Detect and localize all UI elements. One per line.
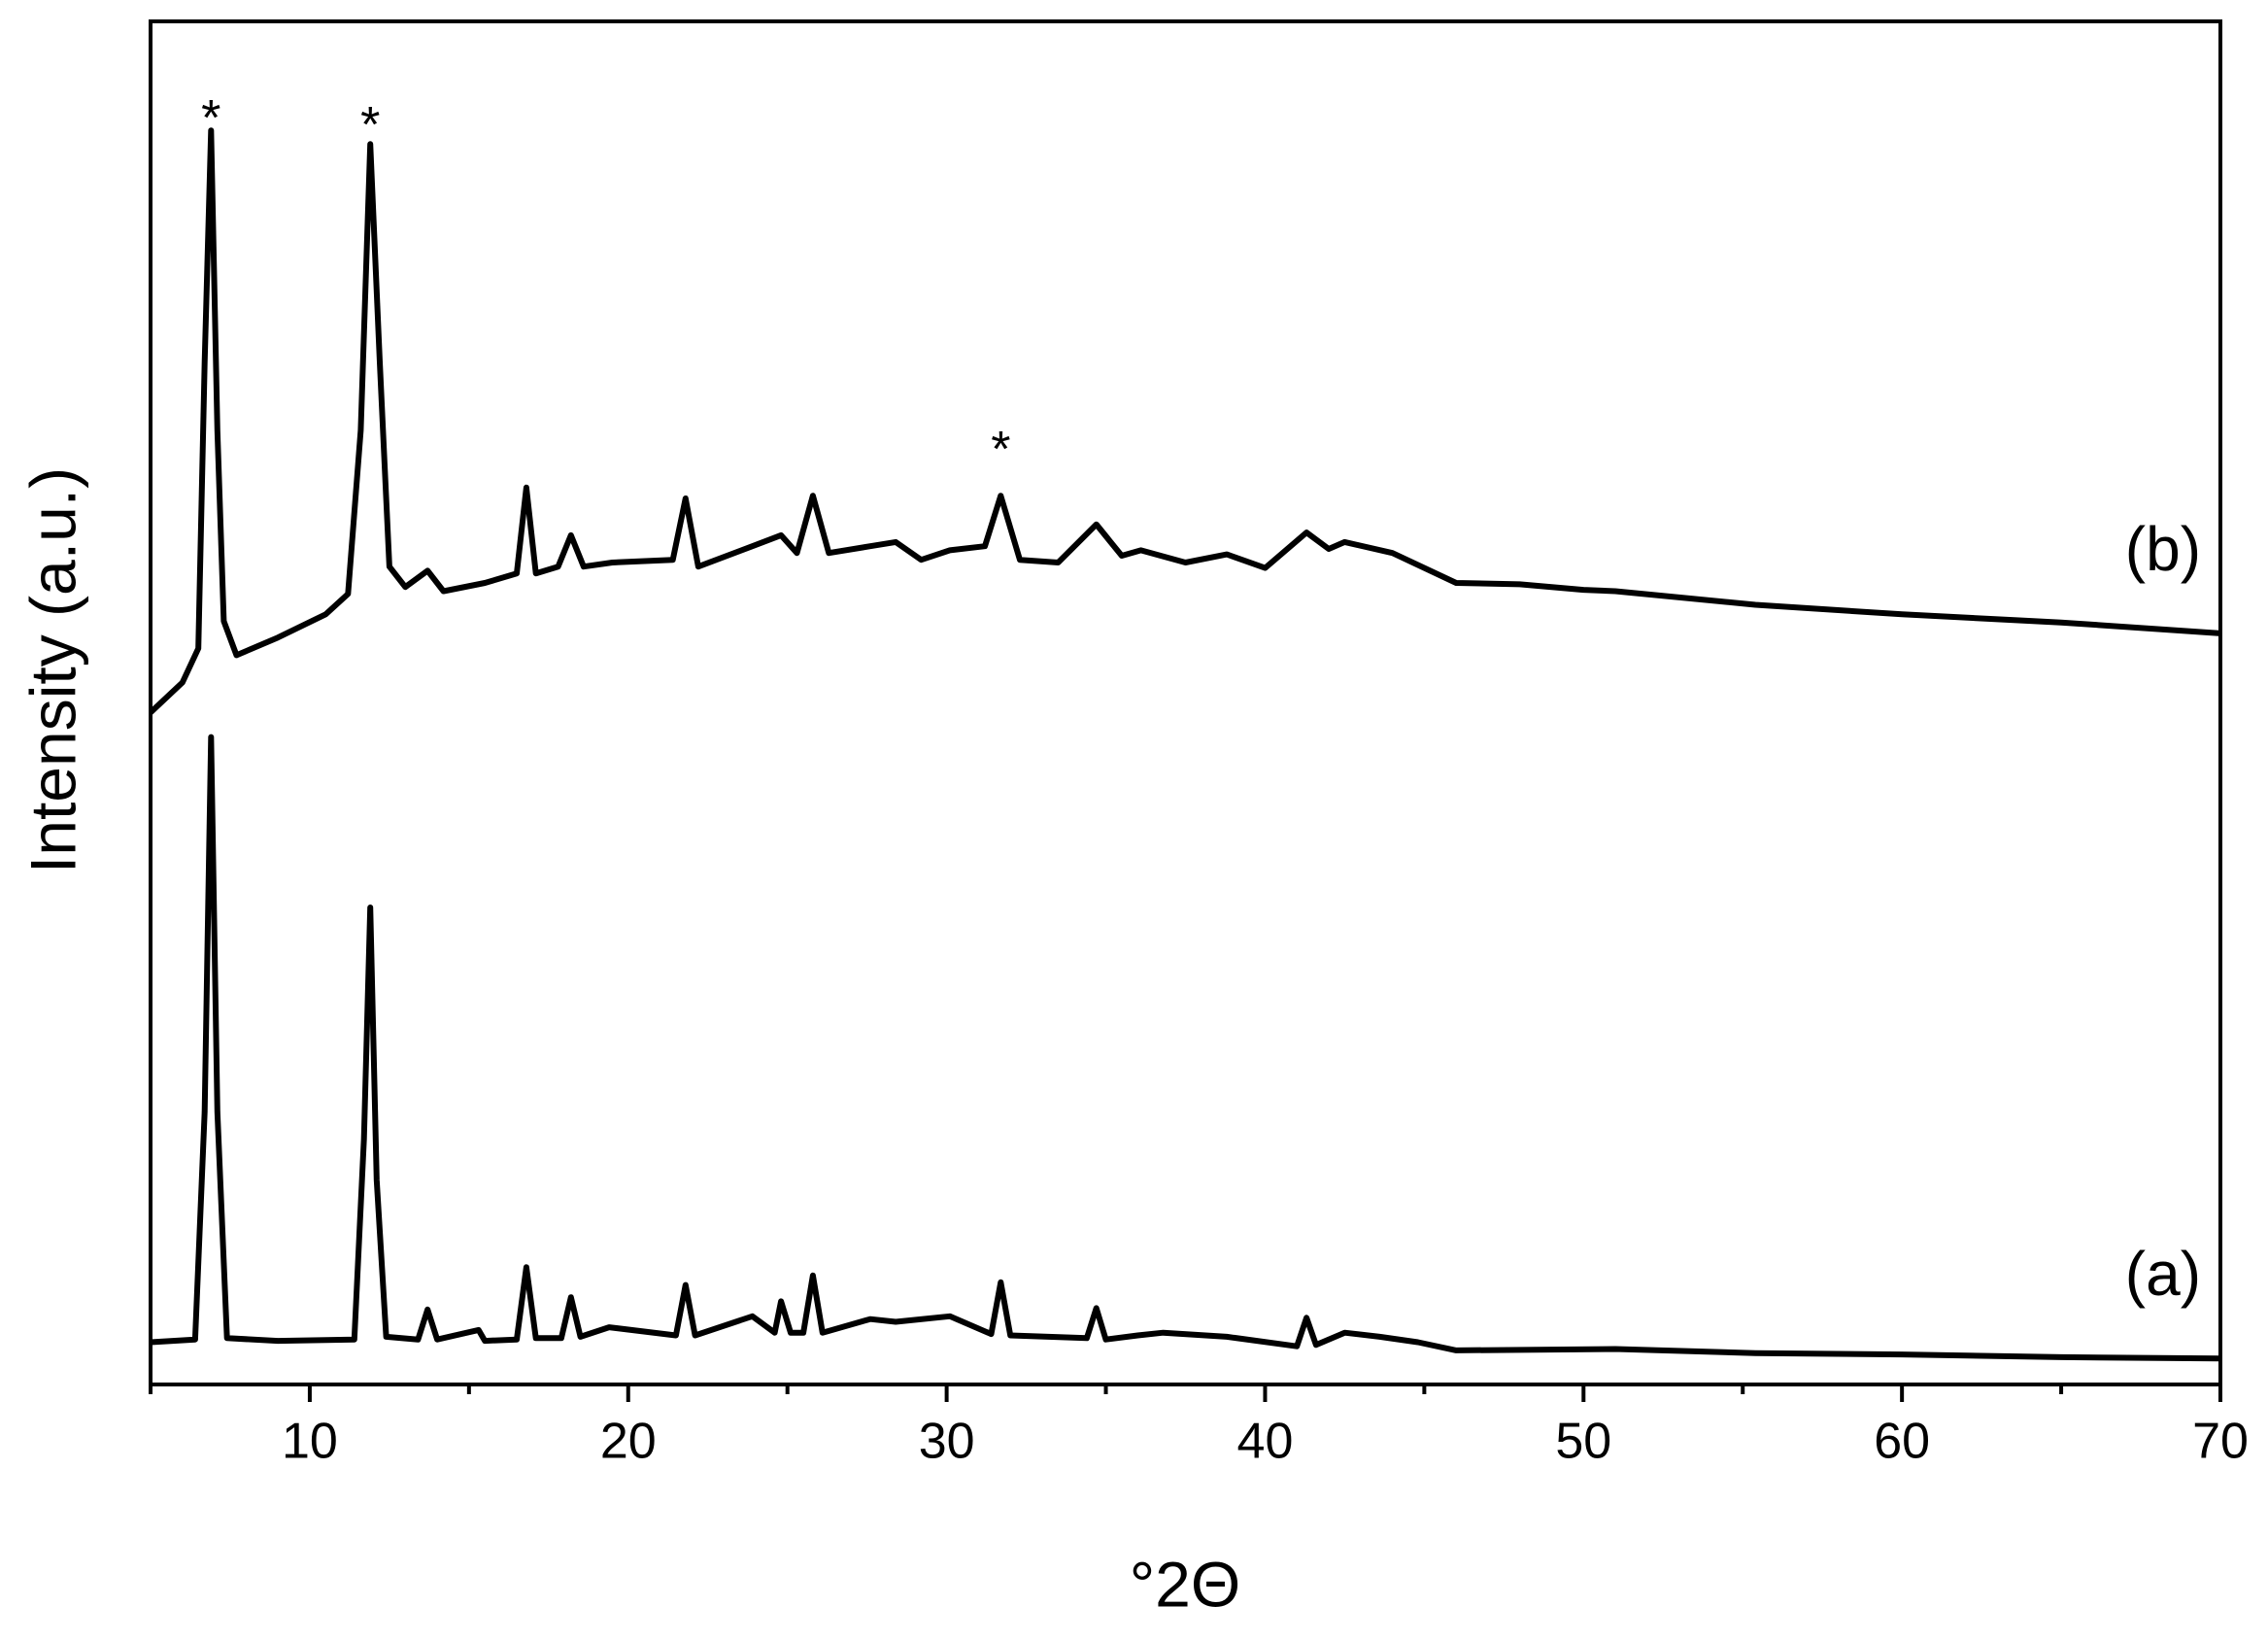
annotation: * <box>360 97 380 154</box>
x-tick-label: 20 <box>600 1414 657 1470</box>
series-name: (b) <box>2125 514 2201 584</box>
x-tick-label: 70 <box>2192 1414 2249 1470</box>
plot-frame <box>149 19 2222 1386</box>
x-axis-title: °2Θ <box>1130 1548 1240 1620</box>
x-tick-label: 50 <box>1555 1414 1611 1470</box>
series-name: (a) <box>2125 1239 2201 1309</box>
annotation: * <box>201 90 220 147</box>
series-line <box>148 127 2221 715</box>
x-tick-label: 40 <box>1237 1414 1294 1470</box>
y-axis-title: Intensity (a.u.) <box>17 467 88 873</box>
annotation: * <box>991 422 1010 478</box>
x-tick-label: 10 <box>282 1414 338 1470</box>
x-tick-label: 30 <box>919 1414 975 1470</box>
series-line <box>150 734 2221 1362</box>
x-tick-label: 60 <box>1874 1414 1930 1470</box>
